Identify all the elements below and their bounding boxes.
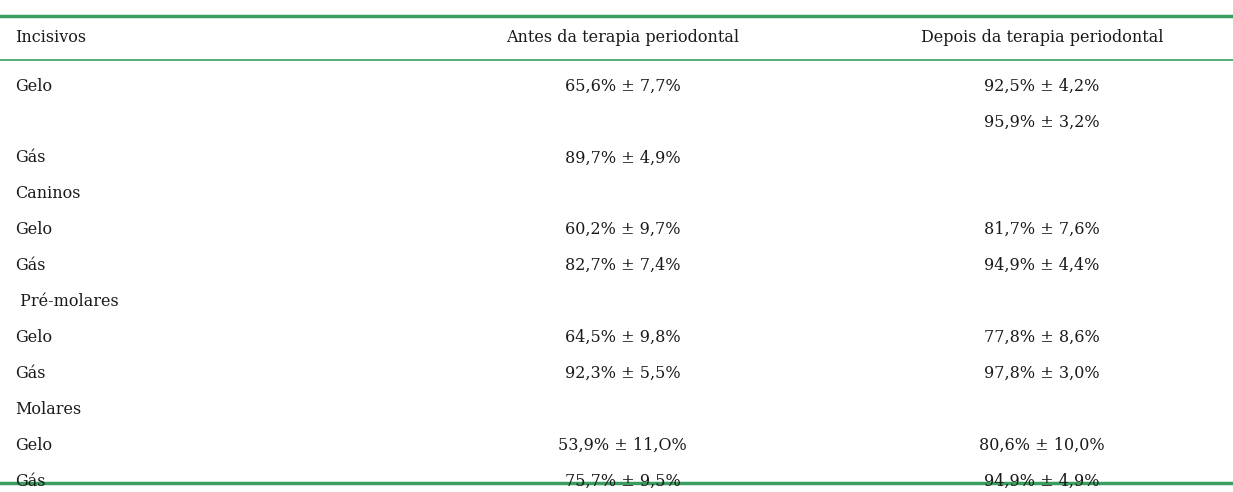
Text: Antes da terapia periodontal: Antes da terapia periodontal <box>506 29 740 46</box>
Text: Gelo: Gelo <box>15 221 52 238</box>
Text: Gelo: Gelo <box>15 329 52 346</box>
Text: 82,7% ± 7,4%: 82,7% ± 7,4% <box>565 257 681 274</box>
Text: 80,6% ± 10,0%: 80,6% ± 10,0% <box>979 437 1105 454</box>
Text: 97,8% ± 3,0%: 97,8% ± 3,0% <box>984 365 1100 382</box>
Text: 75,7% ± 9,5%: 75,7% ± 9,5% <box>565 473 681 490</box>
Text: 60,2% ± 9,7%: 60,2% ± 9,7% <box>565 221 681 238</box>
Text: Incisivos: Incisivos <box>15 29 86 46</box>
Text: Depois da terapia periodontal: Depois da terapia periodontal <box>921 29 1163 46</box>
Text: 92,5% ± 4,2%: 92,5% ± 4,2% <box>984 78 1100 94</box>
Text: 94,9% ± 4,4%: 94,9% ± 4,4% <box>984 257 1100 274</box>
Text: Gás: Gás <box>15 150 46 166</box>
Text: Pré-molares: Pré-molares <box>15 293 118 310</box>
Text: 95,9% ± 3,2%: 95,9% ± 3,2% <box>984 114 1100 130</box>
Text: Gás: Gás <box>15 365 46 382</box>
Text: 53,9% ± 11,O%: 53,9% ± 11,O% <box>559 437 687 454</box>
Text: Gás: Gás <box>15 473 46 490</box>
Text: Caninos: Caninos <box>15 185 80 202</box>
Text: Gelo: Gelo <box>15 437 52 454</box>
Text: 77,8% ± 8,6%: 77,8% ± 8,6% <box>984 329 1100 346</box>
Text: 89,7% ± 4,9%: 89,7% ± 4,9% <box>565 150 681 166</box>
Text: 65,6% ± 7,7%: 65,6% ± 7,7% <box>565 78 681 94</box>
Text: Gelo: Gelo <box>15 78 52 94</box>
Text: Molares: Molares <box>15 401 81 418</box>
Text: 94,9% ± 4,9%: 94,9% ± 4,9% <box>984 473 1100 490</box>
Text: 92,3% ± 5,5%: 92,3% ± 5,5% <box>565 365 681 382</box>
Text: 64,5% ± 9,8%: 64,5% ± 9,8% <box>565 329 681 346</box>
Text: Gás: Gás <box>15 257 46 274</box>
Text: 81,7% ± 7,6%: 81,7% ± 7,6% <box>984 221 1100 238</box>
